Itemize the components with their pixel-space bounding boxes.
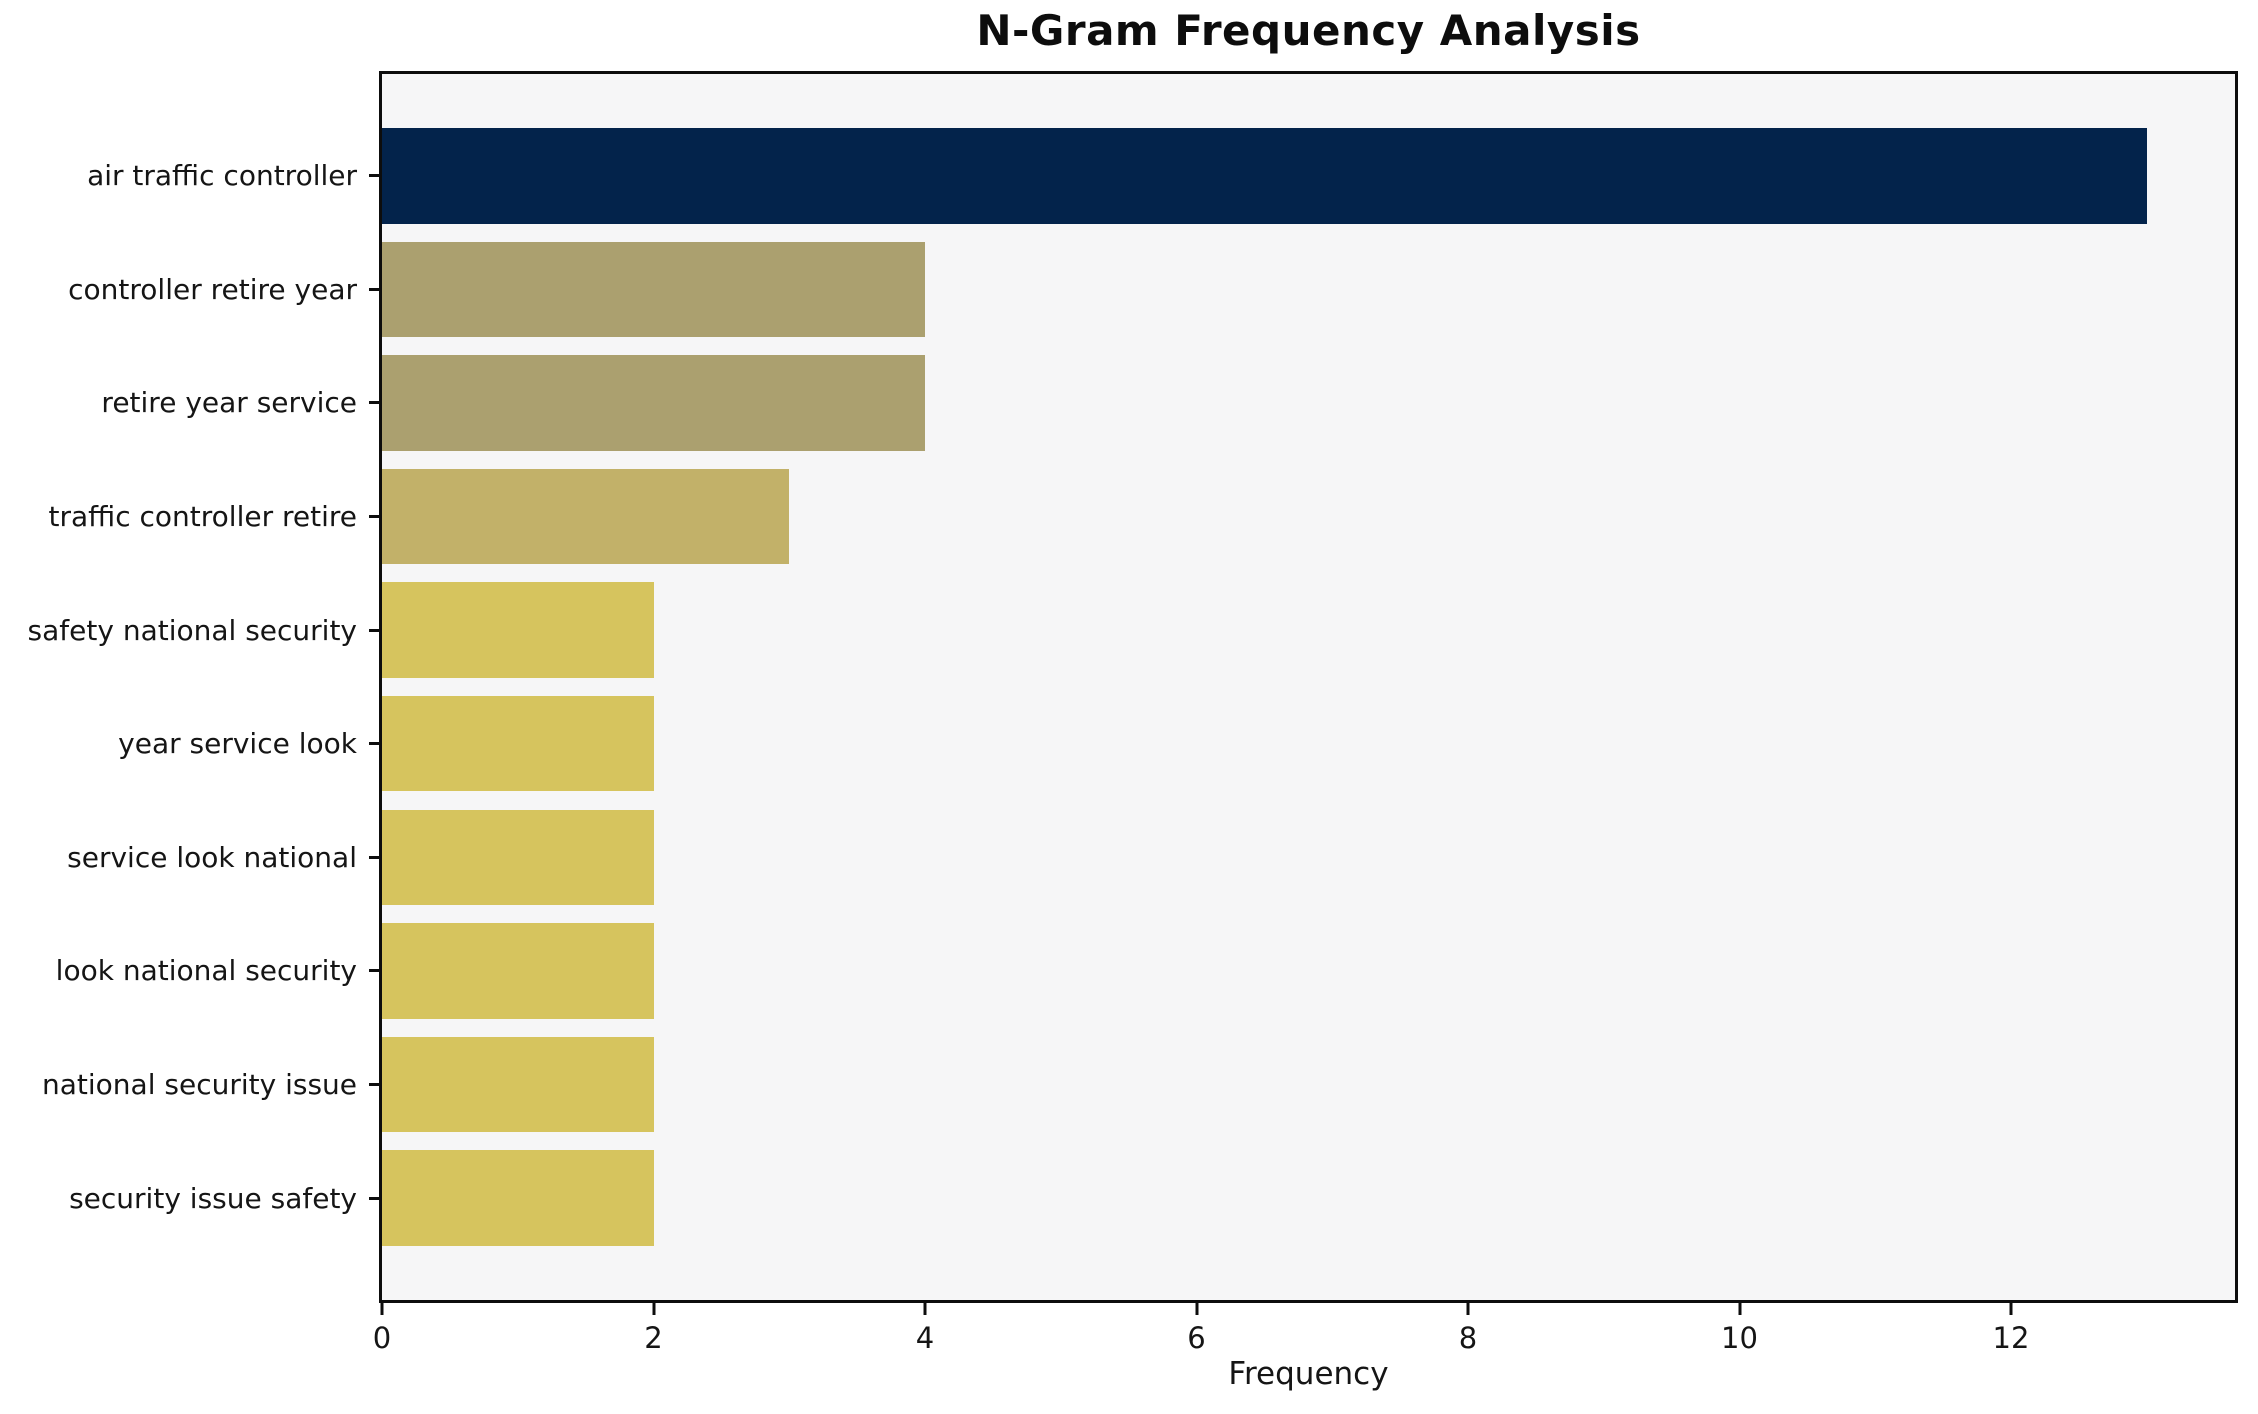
y-axis-label: service look national bbox=[67, 840, 357, 874]
y-axis-label-row: controller retire year bbox=[0, 233, 379, 347]
y-axis-label: retire year service bbox=[101, 386, 357, 420]
bar-row bbox=[382, 801, 2235, 915]
bar bbox=[382, 128, 2147, 224]
bars-container bbox=[382, 74, 2235, 1300]
x-tick-label: 0 bbox=[372, 1321, 392, 1355]
y-tick-mark bbox=[369, 515, 379, 519]
x-tick-label: 8 bbox=[1458, 1321, 1478, 1355]
bar-row bbox=[382, 233, 2235, 347]
y-axis-label: safety national security bbox=[27, 613, 357, 647]
y-axis-labels: air traffic controller controller retire … bbox=[0, 119, 379, 1255]
y-axis-label-row: traffic controller retire bbox=[0, 460, 379, 574]
chart-title: N-Gram Frequency Analysis bbox=[976, 6, 1641, 55]
y-axis-label-row: look national security bbox=[0, 914, 379, 1028]
bar-row bbox=[382, 346, 2235, 460]
x-tick-mark bbox=[1466, 1303, 1470, 1315]
y-axis-label: controller retire year bbox=[68, 272, 357, 306]
bar bbox=[382, 582, 654, 678]
y-axis-label-row: retire year service bbox=[0, 346, 379, 460]
bar-row bbox=[382, 460, 2235, 574]
bar bbox=[382, 241, 925, 338]
x-axis-title: Frequency bbox=[1228, 1356, 1389, 1392]
bar bbox=[382, 696, 654, 792]
bar bbox=[382, 468, 790, 565]
plot-area bbox=[379, 71, 2238, 1303]
x-tick-mark bbox=[380, 1303, 384, 1315]
bar-row bbox=[382, 1141, 2235, 1255]
y-axis-label-row: year service look bbox=[0, 687, 379, 801]
y-axis-label: traffic controller retire bbox=[48, 500, 358, 534]
bar bbox=[382, 809, 654, 906]
y-axis-label: year service look bbox=[118, 727, 357, 761]
y-axis-label-row: service look national bbox=[0, 801, 379, 915]
y-tick-mark bbox=[369, 969, 379, 973]
x-tick-mark bbox=[923, 1303, 927, 1315]
y-axis-label-row: security issue safety bbox=[0, 1141, 379, 1255]
bar-row bbox=[382, 914, 2235, 1028]
y-tick-mark bbox=[369, 742, 379, 746]
y-tick-mark bbox=[369, 855, 379, 859]
x-axis: 0 2 4 6 8 10 12 bbox=[373, 1303, 2235, 1373]
bar-row bbox=[382, 687, 2235, 801]
bar-row bbox=[382, 1028, 2235, 1142]
y-axis-label: look national security bbox=[55, 954, 357, 988]
x-tick-label: 4 bbox=[915, 1321, 935, 1355]
y-axis-label: security issue safety bbox=[69, 1181, 357, 1215]
y-tick-mark bbox=[369, 174, 379, 178]
y-axis-label-row: safety national security bbox=[0, 573, 379, 687]
bar bbox=[382, 355, 925, 451]
bar bbox=[382, 1150, 654, 1246]
x-tick-label: 12 bbox=[1992, 1321, 2030, 1355]
x-tick-mark bbox=[2009, 1303, 2013, 1315]
x-tick-mark bbox=[652, 1303, 655, 1315]
x-tick-mark bbox=[1738, 1303, 1741, 1315]
y-axis-label-row: national security issue bbox=[0, 1028, 379, 1142]
bar bbox=[382, 1036, 654, 1133]
y-tick-mark bbox=[369, 628, 379, 632]
bar-row bbox=[382, 119, 2235, 233]
x-tick-label: 10 bbox=[1721, 1321, 1758, 1355]
x-tick-mark bbox=[1195, 1303, 1198, 1315]
x-tick-label: 6 bbox=[1187, 1321, 1206, 1355]
y-axis-label: national security issue bbox=[42, 1068, 357, 1102]
y-tick-mark bbox=[369, 1083, 379, 1087]
x-tick-label: 2 bbox=[644, 1321, 663, 1355]
y-tick-mark bbox=[369, 401, 379, 405]
y-axis-label: air traffic controller bbox=[87, 159, 357, 193]
y-axis-label-row: air traffic controller bbox=[0, 119, 379, 233]
bar-row bbox=[382, 573, 2235, 687]
y-tick-mark bbox=[369, 287, 379, 291]
y-tick-mark bbox=[369, 1196, 379, 1200]
bar bbox=[382, 923, 654, 1019]
